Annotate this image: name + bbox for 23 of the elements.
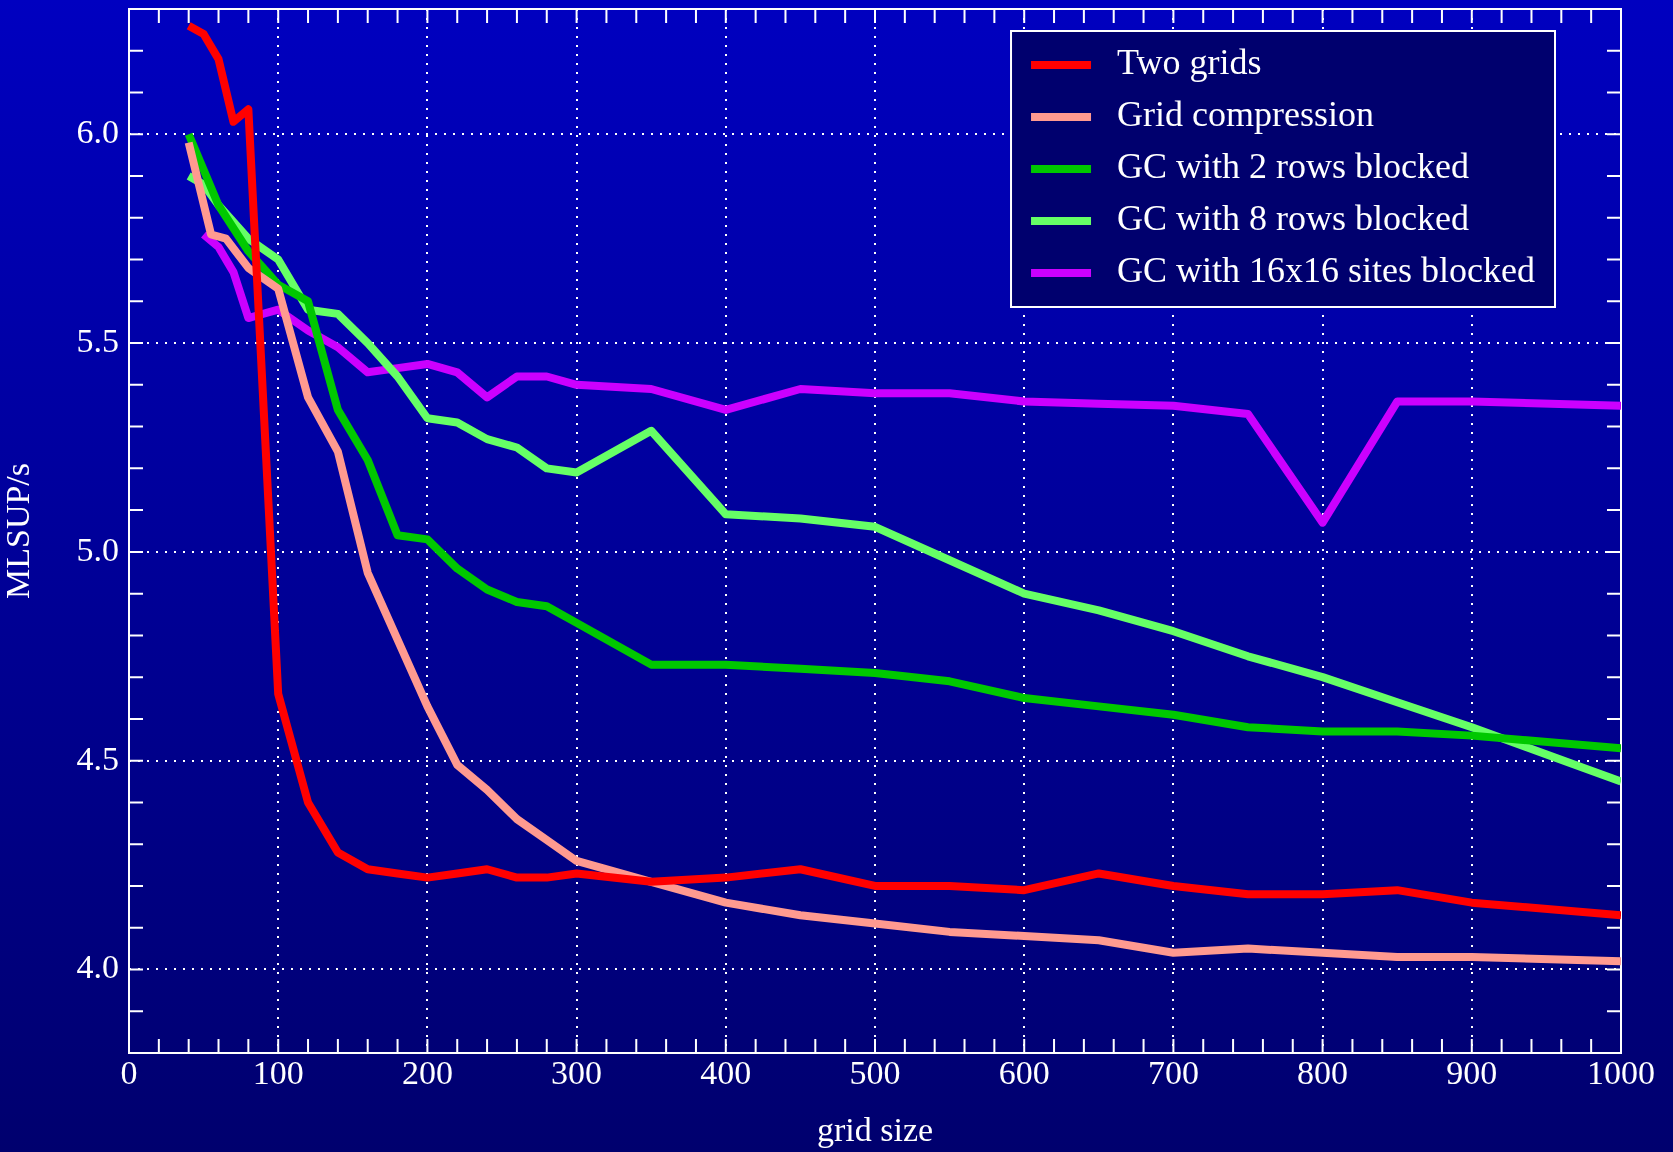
x-tick-label: 800: [1297, 1054, 1349, 1092]
legend-label: GC with 8 rows blocked: [1117, 198, 1469, 239]
x-tick-label: 500: [849, 1054, 901, 1092]
y-tick-label: 5.5: [76, 322, 119, 359]
x-tick-label: 0: [120, 1054, 138, 1092]
legend-label: GC with 2 rows blocked: [1117, 146, 1469, 187]
x-tick-label: 700: [1147, 1054, 1199, 1092]
legend-label: Grid compression: [1117, 94, 1374, 135]
x-tick-label: 100: [252, 1054, 304, 1092]
x-tick-label: 900: [1446, 1054, 1498, 1092]
y-tick-label: 4.5: [76, 739, 119, 777]
x-tick-label: 1000: [1587, 1054, 1655, 1092]
y-tick-label: 5.0: [76, 530, 119, 568]
x-tick-label: 400: [700, 1054, 752, 1092]
x-axis-title: grid size: [816, 1110, 934, 1148]
y-tick-label: 4.0: [76, 948, 119, 986]
y-axis-title: MLSUP/s: [0, 462, 37, 600]
legend-label: GC with 16x16 sites blocked: [1117, 250, 1536, 291]
legend-label: Two grids: [1117, 42, 1262, 83]
x-tick-label: 300: [551, 1054, 603, 1092]
x-tick-label: 600: [998, 1054, 1050, 1092]
x-tick-label: 200: [401, 1054, 453, 1092]
y-tick-label: 6.0: [76, 113, 119, 151]
